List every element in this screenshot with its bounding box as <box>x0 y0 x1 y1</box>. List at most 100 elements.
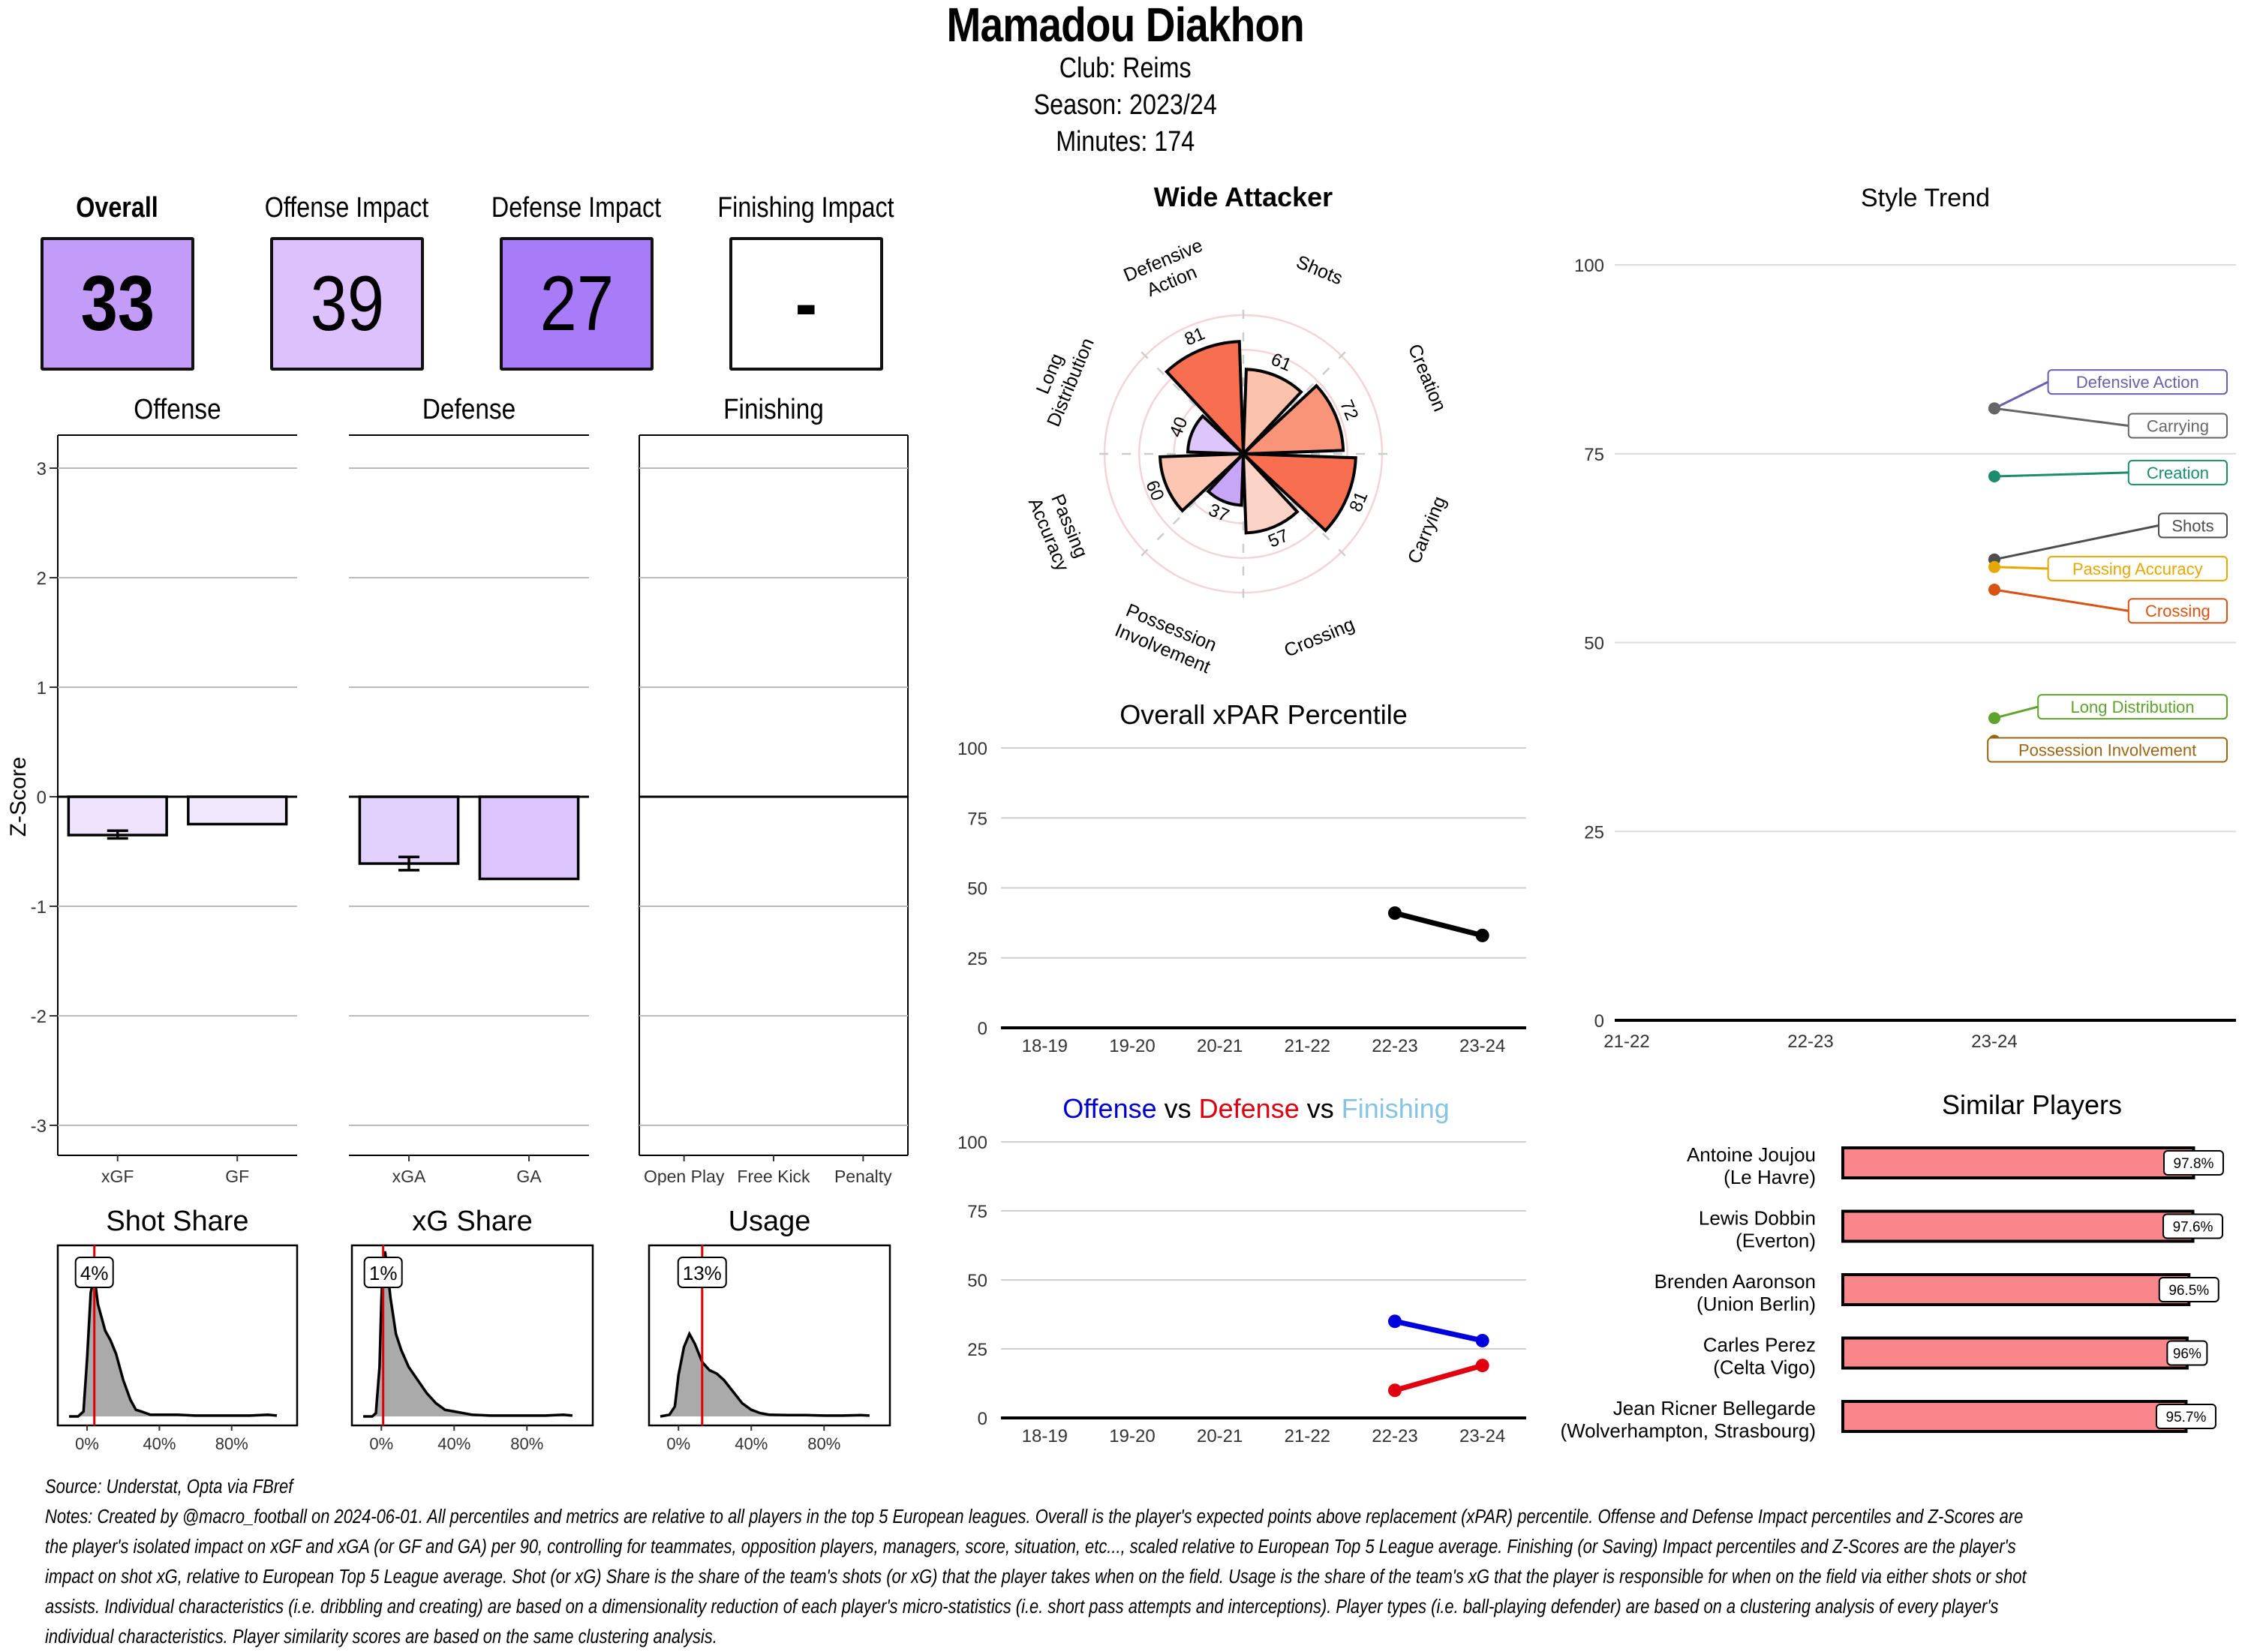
label-leader-line <box>1994 566 2048 570</box>
series-point-carrying <box>1988 402 2000 415</box>
panel-frame <box>350 1244 594 1427</box>
radar-category-label-line: Carrying <box>1404 493 1450 566</box>
bar-xGF <box>67 795 168 837</box>
radar-wedge-crossing <box>1241 449 1300 535</box>
x-tick-label: 23-24 <box>1971 1032 2017 1052</box>
radar-category-label: Shots <box>1294 251 1346 289</box>
x-tick-label: 23-24 <box>1459 1426 1505 1446</box>
y-tick-label: -1 <box>31 897 47 918</box>
panel-title: Defense <box>422 393 516 425</box>
series-label: Defensive Action <box>2076 373 2199 392</box>
x-tick-label: Open Play <box>644 1167 725 1185</box>
similarity-label: 96.5% <box>2168 1283 2209 1299</box>
series-label: Crossing <box>2145 602 2210 620</box>
radar-title: Wide Attacker <box>1154 182 1333 212</box>
radar-wedge-creation <box>1239 383 1345 456</box>
card-finishing-impact: - <box>729 237 883 371</box>
x-tick-label: 40% <box>735 1434 768 1453</box>
radar-wedge-defensive-action <box>1164 340 1246 458</box>
marker-label: 13% <box>683 1262 722 1284</box>
title-part-finishing: Finishing <box>1334 1093 1450 1124</box>
series-line-overall <box>1394 910 1483 939</box>
density-line <box>660 1330 870 1418</box>
density-area <box>69 1276 277 1416</box>
player-name: Brenden Aaronson <box>1654 1270 1816 1293</box>
x-tick-label: 18-19 <box>1022 1036 1068 1056</box>
radar-category-label: PossessionInvolvement <box>1112 599 1222 677</box>
y-tick-label: 100 <box>957 739 987 759</box>
club-line: Club: Reims <box>1059 53 1192 84</box>
series-label-box <box>2047 555 2228 581</box>
chart-title: Style Trend <box>1861 184 1990 212</box>
footer-notes: Source: Understat, Opta via FBref Notes:… <box>45 1472 2226 1652</box>
series-point-defense <box>1388 1383 1402 1398</box>
y-tick-label: 0 <box>978 1019 987 1039</box>
radar-category-label: LongDistribution <box>1022 326 1098 430</box>
card-label-overall: Overall <box>76 192 158 224</box>
label-leader-line <box>1994 524 2159 561</box>
radar-category-label-line: Shots <box>1294 251 1346 289</box>
x-tick-label: GA <box>516 1167 542 1185</box>
marker-label-box <box>677 1257 727 1288</box>
radar-category-label: Crossing <box>1281 614 1357 662</box>
player-name: Carles Perez <box>1703 1334 1816 1356</box>
y-tick-label: 100 <box>1574 256 1604 276</box>
series-label-box <box>2127 459 2228 485</box>
series-label: Long Distribution <box>2071 698 2195 716</box>
bar-GA <box>478 795 580 881</box>
player-club: (Union Berlin) <box>1697 1293 1816 1315</box>
series-label: Possession Involvement <box>2018 740 2196 759</box>
similarity-label: 96% <box>2173 1347 2201 1362</box>
similarity-label-box <box>2162 1213 2224 1239</box>
card-overall: 33 <box>41 237 194 371</box>
marker-label: 1% <box>369 1262 398 1284</box>
marker-label-box <box>363 1257 403 1288</box>
card-value-overall: 33 <box>80 260 155 347</box>
player-name-title: Mamadou Diakhon <box>946 0 1305 52</box>
x-tick-label: xGA <box>392 1167 426 1185</box>
similarity-label: 97.8% <box>2174 1156 2214 1172</box>
series-point-overall <box>1388 906 1402 921</box>
source-text: Source: Understat, Opta via FBref <box>45 1476 293 1497</box>
x-tick-label: 40% <box>437 1434 470 1453</box>
notes-line: the player's isolated impact on xGF and … <box>45 1536 2016 1557</box>
card-value-offense-impact: 39 <box>310 260 384 347</box>
series-label: Shots <box>2171 516 2213 535</box>
y-tick-label: 75 <box>967 1202 987 1222</box>
player-club: (Le Havre) <box>1724 1166 1816 1188</box>
player-name: Antoine Joujou <box>1687 1143 1816 1166</box>
panel-title: Shot Share <box>106 1206 248 1237</box>
label-leader-line <box>1994 705 2039 719</box>
similarity-bar <box>1841 1336 2189 1370</box>
y-tick-label: -2 <box>31 1007 47 1027</box>
y-axis-label: Z-Score <box>6 757 31 837</box>
y-tick-label: 0 <box>978 1409 987 1429</box>
radar-category-label: PassingAccuracy <box>1024 486 1094 575</box>
y-tick-label: 25 <box>967 949 987 969</box>
title-part-offense: Offense <box>1062 1093 1156 1124</box>
x-tick-label: 0% <box>75 1434 99 1453</box>
panel-title: Finishing <box>723 393 824 425</box>
card-value-finishing-impact: - <box>795 260 818 347</box>
y-tick-label: 75 <box>1584 445 1604 465</box>
radar-wedge-shots <box>1241 368 1303 458</box>
y-tick-label: 2 <box>37 569 47 589</box>
radar-wedge-possession-involvement <box>1206 449 1246 507</box>
series-label-box <box>2127 413 2228 439</box>
radar-ring <box>1138 349 1348 559</box>
marker-label: 4% <box>80 1262 109 1284</box>
density-line <box>69 1275 278 1418</box>
series-point-long-distribution <box>1988 712 2000 725</box>
label-leader-line <box>1994 588 2129 612</box>
bar-xGA <box>358 795 460 865</box>
radar-category-label: Carrying <box>1404 493 1450 566</box>
x-tick-label: 21-22 <box>1285 1036 1330 1056</box>
x-tick-label: 40% <box>143 1434 176 1453</box>
season-line: Season: 2023/24 <box>1033 89 1217 121</box>
series-label-box <box>2047 369 2228 395</box>
y-tick-label: 1 <box>37 678 47 698</box>
bar-GF <box>187 795 288 826</box>
series-label: Creation <box>2147 464 2209 482</box>
series-line-offense <box>1394 1318 1483 1344</box>
